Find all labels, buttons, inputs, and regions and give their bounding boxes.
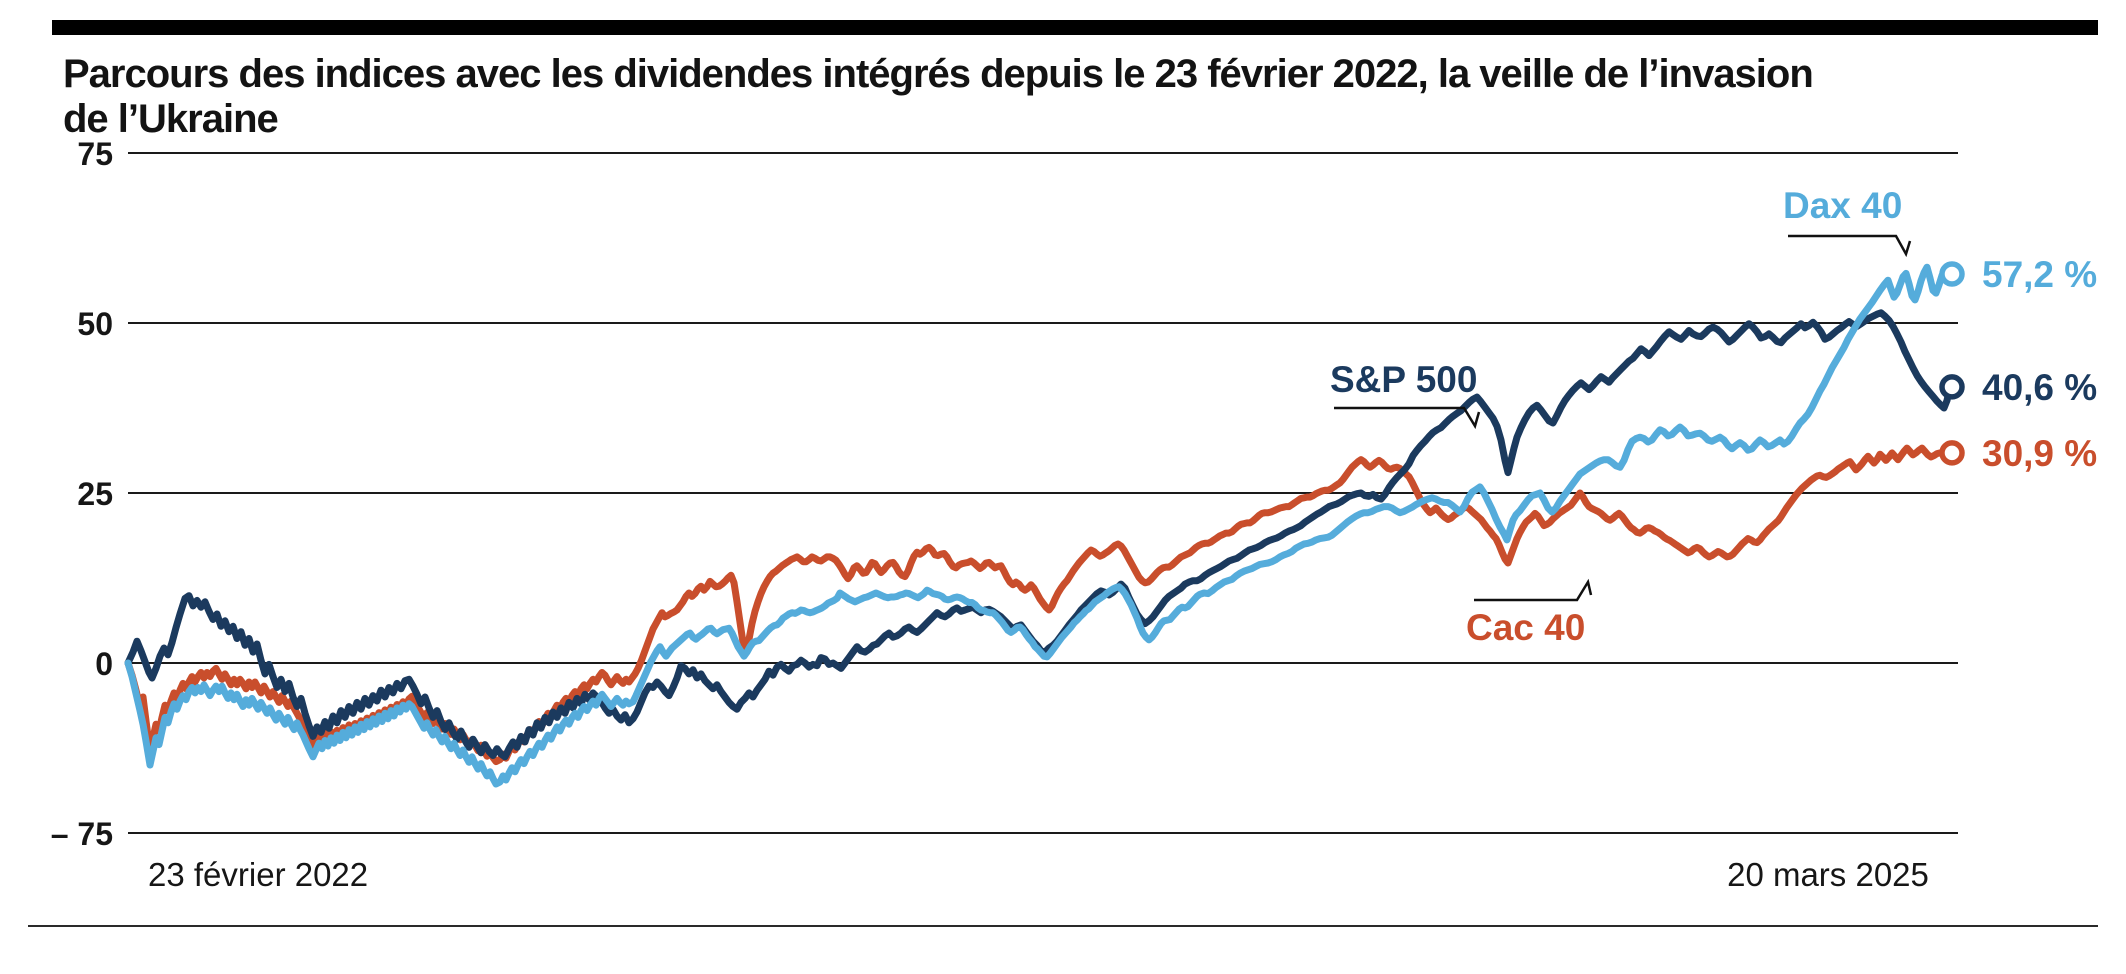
- chart-title: Parcours des indices avec les dividendes…: [63, 52, 2043, 142]
- top-rule-bar: [52, 20, 2098, 35]
- y-tick-label: 75: [77, 136, 113, 172]
- annotation-connector: [1474, 578, 1593, 602]
- series-end-marker: [1939, 440, 1965, 466]
- series-name-label: S&P 500: [1330, 359, 1477, 400]
- x-axis-start-label: 23 février 2022: [148, 856, 368, 893]
- annotation-connector: [1334, 406, 1481, 430]
- bottom-rule: [28, 925, 2098, 927]
- series-name-label: Dax 40: [1783, 185, 1902, 226]
- y-tick-label: 0: [95, 646, 113, 682]
- series-end-marker: [1939, 374, 1965, 400]
- series-end-value-label: 30,9 %: [1982, 433, 2097, 474]
- chart-title-line2: de l’Ukraine: [63, 97, 279, 141]
- series-line-dax-40: [124, 263, 1954, 788]
- y-tick-label: – 75: [51, 816, 113, 852]
- y-tick-label: 25: [77, 476, 113, 512]
- series-end-value-label: 40,6 %: [1982, 367, 2097, 408]
- series-name-label: Cac 40: [1466, 607, 1585, 648]
- chart-title-line1: Parcours des indices avec les dividendes…: [63, 52, 1814, 96]
- series-end-value-label: 57,2 %: [1982, 254, 2097, 295]
- annotation-connector: [1788, 234, 1912, 258]
- y-tick-label: 50: [77, 306, 113, 342]
- series-end-marker: [1939, 261, 1965, 287]
- series-line-s-p-500: [124, 309, 1954, 761]
- x-axis-end-label: 20 mars 2025: [1727, 856, 1929, 893]
